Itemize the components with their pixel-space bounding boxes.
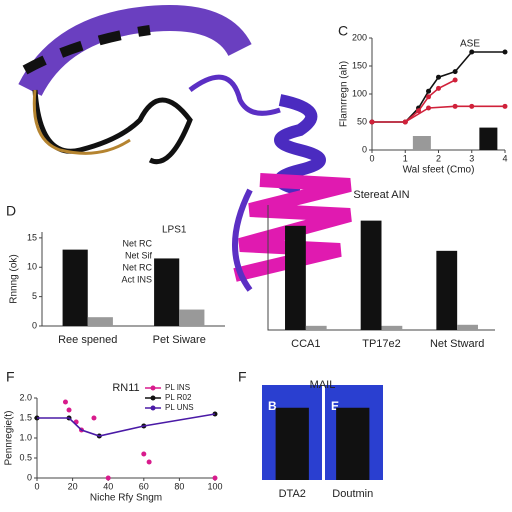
annotation: ASE	[460, 39, 480, 50]
x-tick-label: 80	[174, 481, 184, 491]
x-axis-label: Wal sfeet (Cmo)	[403, 165, 475, 176]
x-tick-label: Doutmin	[332, 488, 373, 500]
point	[436, 85, 441, 91]
point	[426, 105, 432, 111]
legend-swatch	[150, 395, 156, 401]
x-tick-label: 100	[207, 481, 222, 491]
point	[502, 49, 508, 55]
bar	[381, 325, 403, 330]
point	[416, 108, 422, 114]
bar	[154, 258, 180, 326]
y-tick-label: 0	[32, 320, 37, 330]
y-tick-label: 100	[352, 88, 367, 98]
point	[452, 69, 458, 75]
y-tick-label: 1.0	[19, 432, 32, 442]
legend-swatch	[150, 405, 156, 411]
y-tick-label: 2.0	[19, 392, 32, 402]
note: Act INS	[121, 274, 152, 284]
point	[469, 103, 475, 109]
x-tick-label: 20	[68, 481, 78, 491]
bar	[275, 407, 309, 480]
y-tick-label: 0	[362, 144, 367, 154]
line	[37, 413, 216, 437]
chart-title: MAIL	[310, 379, 336, 391]
y-tick-label: 10	[27, 262, 37, 272]
x-tick-label: CCA1	[291, 338, 320, 350]
point	[426, 88, 432, 94]
point	[426, 94, 432, 100]
legend-label: PL INS	[165, 383, 190, 392]
point	[146, 459, 152, 465]
inset-label: E	[331, 399, 339, 413]
x-tick-label: 40	[103, 481, 113, 491]
bar	[87, 317, 113, 326]
point	[502, 103, 508, 109]
point	[436, 74, 441, 80]
y-tick-label: 15	[27, 232, 37, 242]
y-tick-label: 5	[32, 291, 37, 301]
point	[91, 415, 97, 421]
chart-title: RN11	[112, 382, 139, 394]
panel-label: D	[6, 203, 16, 219]
bar	[285, 225, 306, 330]
bar	[479, 127, 498, 150]
inset-label: B	[268, 399, 277, 413]
x-tick-label: 0	[34, 481, 39, 491]
x-tick-label: 0	[369, 153, 374, 163]
legend-label: PL R02	[165, 393, 192, 402]
x-tick-label: DTA2	[279, 488, 306, 500]
point	[402, 119, 408, 125]
panel-label: F	[6, 369, 15, 385]
y-tick-label: 200	[352, 32, 367, 42]
bar	[436, 250, 458, 330]
line	[372, 79, 456, 123]
point	[452, 103, 458, 109]
point	[141, 451, 147, 457]
axis-line	[267, 205, 495, 331]
point	[469, 49, 475, 55]
point	[105, 475, 111, 481]
x-tick-label: TP17e2	[362, 338, 401, 350]
note: Net Sif	[125, 250, 153, 260]
note: Net RC	[122, 238, 152, 248]
panel-label: C	[338, 23, 348, 39]
bar	[457, 324, 478, 330]
x-tick-label: Pet Siware	[153, 334, 206, 346]
bar	[360, 220, 382, 330]
legend-swatch	[150, 385, 156, 391]
x-tick-label: Net Stward	[430, 338, 484, 350]
bar	[62, 249, 88, 326]
point	[452, 77, 458, 83]
annotation: LPS1	[162, 225, 187, 236]
legend-label: PL UNS	[165, 403, 194, 412]
x-axis-label: Niche Rfy Sngm	[90, 493, 162, 504]
bar	[305, 325, 327, 330]
y-tick-label: 50	[357, 116, 367, 126]
x-tick-label: 3	[469, 153, 474, 163]
y-axis-label: Flamrregn (ah)	[339, 61, 350, 127]
point	[66, 407, 72, 413]
x-tick-label: Ree spened	[58, 334, 117, 346]
bar	[412, 136, 431, 150]
note: Net RC	[122, 262, 152, 272]
point	[212, 475, 218, 481]
bar	[336, 407, 370, 480]
y-tick-label: 1.5	[19, 412, 32, 422]
y-tick-label: 150	[352, 60, 367, 70]
point	[369, 119, 375, 125]
x-tick-label: 60	[139, 481, 149, 491]
bar	[179, 309, 205, 326]
y-tick-label: 0.5	[19, 452, 32, 462]
protein-structure	[18, 5, 352, 292]
x-tick-label: 1	[403, 153, 408, 163]
point	[62, 399, 68, 405]
y-tick-label: 0	[27, 472, 32, 482]
chart-title: Stereat AIN	[353, 189, 409, 201]
x-tick-label: 2	[436, 153, 441, 163]
y-axis-label: Pennregie(t)	[4, 410, 15, 465]
y-axis-label: Rnnng (ok)	[9, 254, 20, 303]
panel-label: F	[238, 369, 247, 385]
x-tick-label: 4	[502, 153, 507, 163]
